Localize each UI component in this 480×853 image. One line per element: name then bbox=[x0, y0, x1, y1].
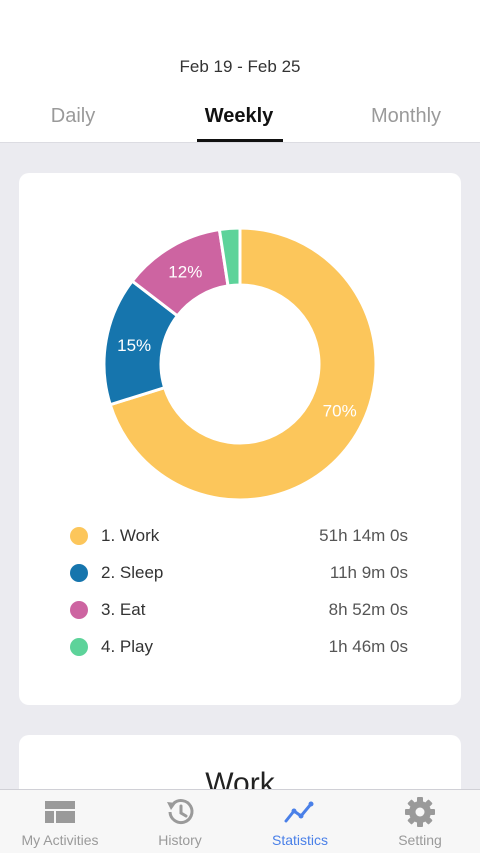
tab-daily[interactable]: Daily bbox=[50, 105, 96, 127]
nav-label: My Activities bbox=[21, 832, 99, 848]
statistics-icon bbox=[284, 801, 314, 823]
top-header: Feb 19 - Feb 25 Daily Weekly Monthly bbox=[0, 0, 480, 143]
donut-percent-label: 12% bbox=[168, 262, 202, 281]
legend-value: 1h 46m 0s bbox=[328, 637, 408, 656]
nav-label: Setting bbox=[398, 832, 442, 848]
nav-label: History bbox=[158, 832, 202, 848]
legend-color-dot bbox=[70, 564, 88, 582]
history-icon bbox=[167, 799, 194, 825]
bottom-nav: My Activities History Statistics bbox=[0, 789, 480, 853]
donut-slice-play bbox=[217, 226, 242, 288]
summary-card: 70% 15% 12% 1. Work 51h 14m 0s 2. Sleep 11… bbox=[19, 173, 461, 705]
legend-label: 2. Sleep bbox=[101, 563, 164, 582]
legend-item: 2. Sleep 11h 9m 0s bbox=[19, 561, 461, 585]
legend-value: 51h 14m 0s bbox=[319, 526, 408, 545]
donut-slice-work bbox=[108, 226, 378, 502]
legend-item: 3. Eat 8h 52m 0s bbox=[19, 598, 461, 622]
nav-statistics[interactable]: Statistics bbox=[240, 790, 360, 853]
legend-color-dot bbox=[70, 601, 88, 619]
nav-label: Statistics bbox=[271, 832, 328, 848]
legend-item: 1. Work 51h 14m 0s bbox=[19, 524, 461, 548]
legend-color-dot bbox=[70, 638, 88, 656]
donut-chart: 70% 15% 12% bbox=[102, 226, 378, 502]
legend-value: 8h 52m 0s bbox=[328, 600, 408, 619]
date-range: Feb 19 - Feb 25 bbox=[179, 57, 301, 76]
legend-label: 1. Work bbox=[101, 526, 160, 545]
donut-percent-label: 70% bbox=[323, 401, 357, 420]
gear-icon bbox=[405, 797, 435, 827]
legend-color-dot bbox=[70, 527, 88, 545]
legend-value: 11h 9m 0s bbox=[329, 563, 408, 582]
active-tab-indicator bbox=[197, 139, 283, 142]
nav-history[interactable]: History bbox=[120, 790, 240, 853]
tab-monthly[interactable]: Monthly bbox=[370, 105, 442, 127]
legend-label: 4. Play bbox=[101, 637, 153, 656]
legend-item: 4. Play 1h 46m 0s bbox=[19, 635, 461, 659]
activities-icon bbox=[45, 801, 75, 823]
nav-my-activities[interactable]: My Activities bbox=[0, 790, 120, 853]
donut-percent-label: 15% bbox=[117, 336, 151, 355]
legend-label: 3. Eat bbox=[101, 600, 146, 619]
tab-weekly[interactable]: Weekly bbox=[204, 105, 274, 127]
nav-setting[interactable]: Setting bbox=[360, 790, 480, 853]
